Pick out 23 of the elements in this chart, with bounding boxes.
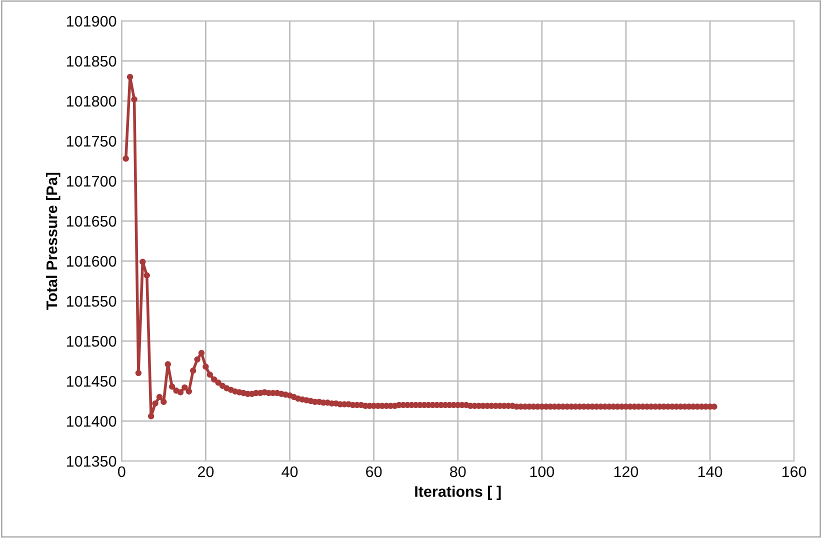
x-tick-label: 60 (366, 466, 382, 478)
y-tick-label: 101700 (66, 176, 116, 187)
x-tick-label: 0 (118, 466, 126, 478)
y-tick-label: 101600 (66, 256, 116, 267)
y-tick-label: 101400 (66, 416, 116, 427)
x-tick-label: 120 (614, 466, 638, 478)
x-tick-label: 160 (782, 466, 806, 478)
y-tick-label: 101750 (66, 136, 116, 147)
y-axis-title: Total Pressure [Pa] (46, 172, 60, 310)
y-tick-label: 101500 (66, 336, 116, 347)
y-tick-label: 101900 (66, 16, 116, 27)
y-tick-label: 101650 (66, 216, 116, 227)
x-tick-label: 100 (530, 466, 554, 478)
x-axis-title: Iterations [ ] (415, 486, 501, 500)
y-tick-label: 101450 (66, 376, 116, 387)
x-tick-label: 20 (198, 466, 214, 478)
x-tick-label: 40 (282, 466, 298, 478)
y-tick-label: 101800 (66, 96, 116, 107)
x-tick-label: 80 (450, 466, 466, 478)
y-tick-label: 101550 (66, 296, 116, 307)
y-tick-label: 101350 (66, 456, 116, 467)
x-tick-label: 140 (698, 466, 722, 478)
y-tick-label: 101850 (66, 56, 116, 67)
